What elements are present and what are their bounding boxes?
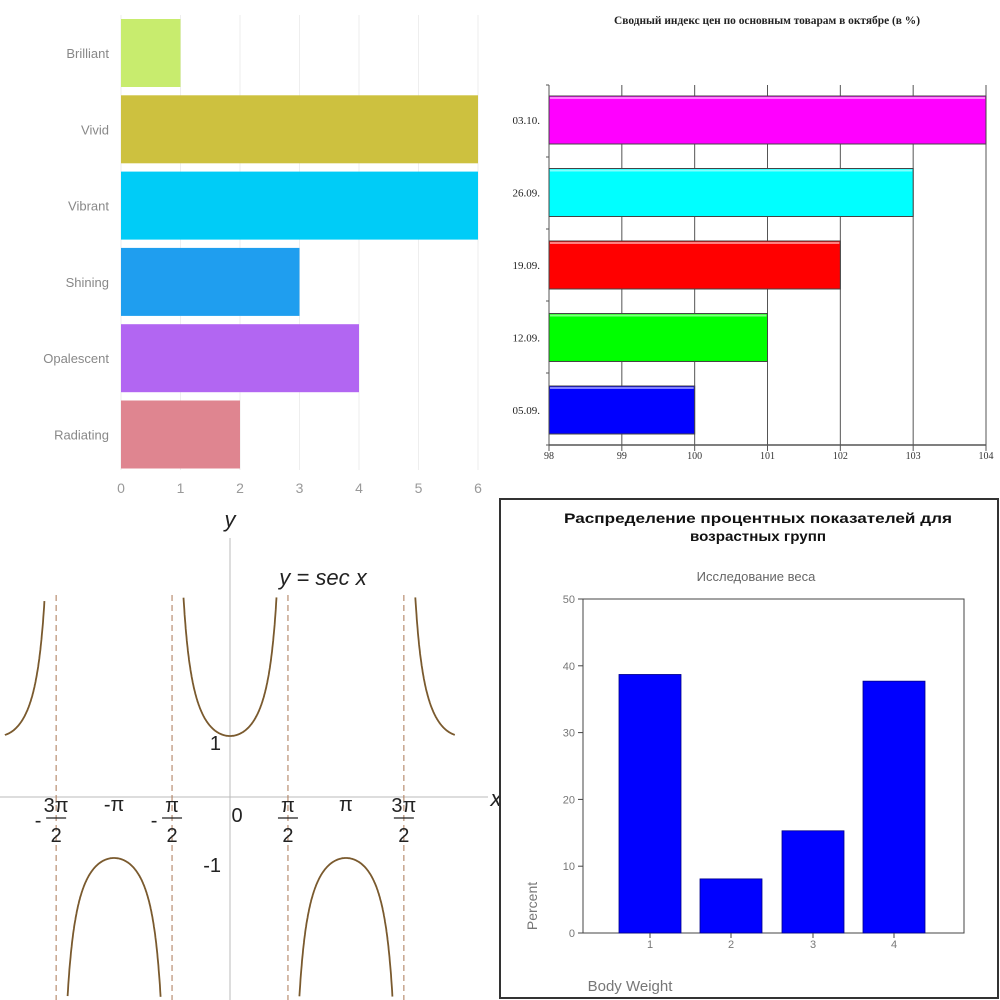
bar: [548, 95, 987, 145]
x-tick-label: π: [165, 795, 179, 817]
category-label: 03.10.: [513, 115, 541, 127]
x-tick-label: 4: [891, 939, 897, 951]
x-tick-label: 1: [177, 480, 185, 496]
category-label: 19.09.: [513, 260, 541, 272]
x-tick-label: 2: [728, 939, 734, 951]
x-tick-label: 2: [236, 480, 244, 496]
bar: [121, 171, 478, 240]
x-tick-denominator: 2: [51, 825, 62, 847]
x-tick-label: 1: [647, 939, 653, 951]
x-tick-label: 3π: [44, 795, 69, 817]
sec-curve: [66, 857, 162, 997]
x-tick-denominator: 2: [398, 825, 409, 847]
x-tick-sign: -: [151, 810, 158, 832]
x-tick-label: 103: [906, 451, 921, 462]
y-tick-label: 0: [569, 928, 575, 940]
y-axis-label: y: [223, 507, 238, 532]
x-tick-label: 99: [617, 451, 627, 462]
x-tick-label: 3: [296, 480, 304, 496]
bar: [862, 680, 926, 934]
bar: [781, 830, 845, 934]
x-tick-label: -π: [104, 794, 124, 816]
category-label: Brilliant: [66, 46, 109, 61]
category-label: 26.09.: [513, 188, 541, 200]
category-label: Radiating: [54, 428, 109, 443]
chart-title: Сводный индекс цен по основным товарам в…: [614, 13, 920, 27]
x-tick-label: π: [281, 795, 295, 817]
chart-subtitle: Исследование веса: [697, 569, 816, 584]
bar: [121, 95, 478, 164]
bar: [618, 674, 682, 934]
x-tick-label: 102: [833, 451, 848, 462]
y-tick-label: 10: [563, 861, 575, 873]
chart-title-line2: возрастных групп: [690, 528, 826, 544]
x-tick-label: 101: [760, 451, 775, 462]
x-tick-label: 6: [474, 480, 482, 496]
y-tick-label: 40: [563, 661, 575, 673]
x-tick-label: 0: [117, 480, 125, 496]
bar: [548, 313, 768, 362]
bar: [121, 247, 300, 316]
function-label: y = sec x: [277, 565, 367, 590]
chart-title-line1: Распределение процентных показателей для: [564, 510, 952, 526]
y-tick-label: 1: [210, 733, 221, 755]
bar: [121, 324, 359, 393]
bar: [699, 878, 763, 934]
category-label: Vivid: [81, 122, 109, 137]
y-tick-label: -1: [203, 855, 221, 877]
category-label: Shining: [66, 275, 109, 290]
y-tick-label: 50: [563, 594, 575, 606]
sec-curve: [4, 601, 46, 736]
category-label: Vibrant: [68, 199, 109, 214]
x-tick-label: 3π: [391, 795, 416, 817]
y-axis-label: Percent: [524, 882, 540, 930]
x-tick-label: π: [339, 794, 353, 816]
x-tick-label: 3: [810, 939, 816, 951]
y-tick-label: 30: [563, 728, 575, 740]
sec-curve: [298, 857, 394, 997]
sec-curve: [414, 597, 456, 736]
x-tick-label: 4: [355, 480, 363, 496]
sec-curve: [182, 597, 278, 737]
category-label: 05.09.: [513, 405, 541, 417]
plot-area: [582, 598, 965, 934]
bar: [548, 385, 696, 435]
x-tick-denominator: 2: [166, 825, 177, 847]
category-label: Opalescent: [43, 351, 109, 366]
x-axis-label: Body Weight: [588, 978, 674, 995]
chart-weight-distribution: Распределение процентных показателей для…: [499, 498, 999, 999]
x-tick-label: 100: [687, 451, 702, 462]
bar: [121, 400, 240, 469]
x-tick-sign: -: [35, 810, 42, 832]
chart-price-index: Сводный индекс цен по основным товарам в…: [513, 13, 994, 462]
bar: [548, 240, 841, 290]
x-tick-label: 0: [231, 805, 242, 827]
chart-brilliance-bars: 0 1 2 3 4 5 6 Brilliant Vivid Vibrant Shining Opale…: [43, 15, 482, 496]
y-tick-label: 20: [563, 794, 575, 806]
bar: [548, 168, 914, 217]
x-tick-label: 104: [979, 451, 994, 462]
x-tick-label: 98: [544, 451, 554, 462]
x-tick-denominator: 2: [282, 825, 293, 847]
bar: [121, 19, 181, 87]
x-tick-label: 5: [415, 480, 423, 496]
category-label: 12.09.: [513, 333, 541, 345]
